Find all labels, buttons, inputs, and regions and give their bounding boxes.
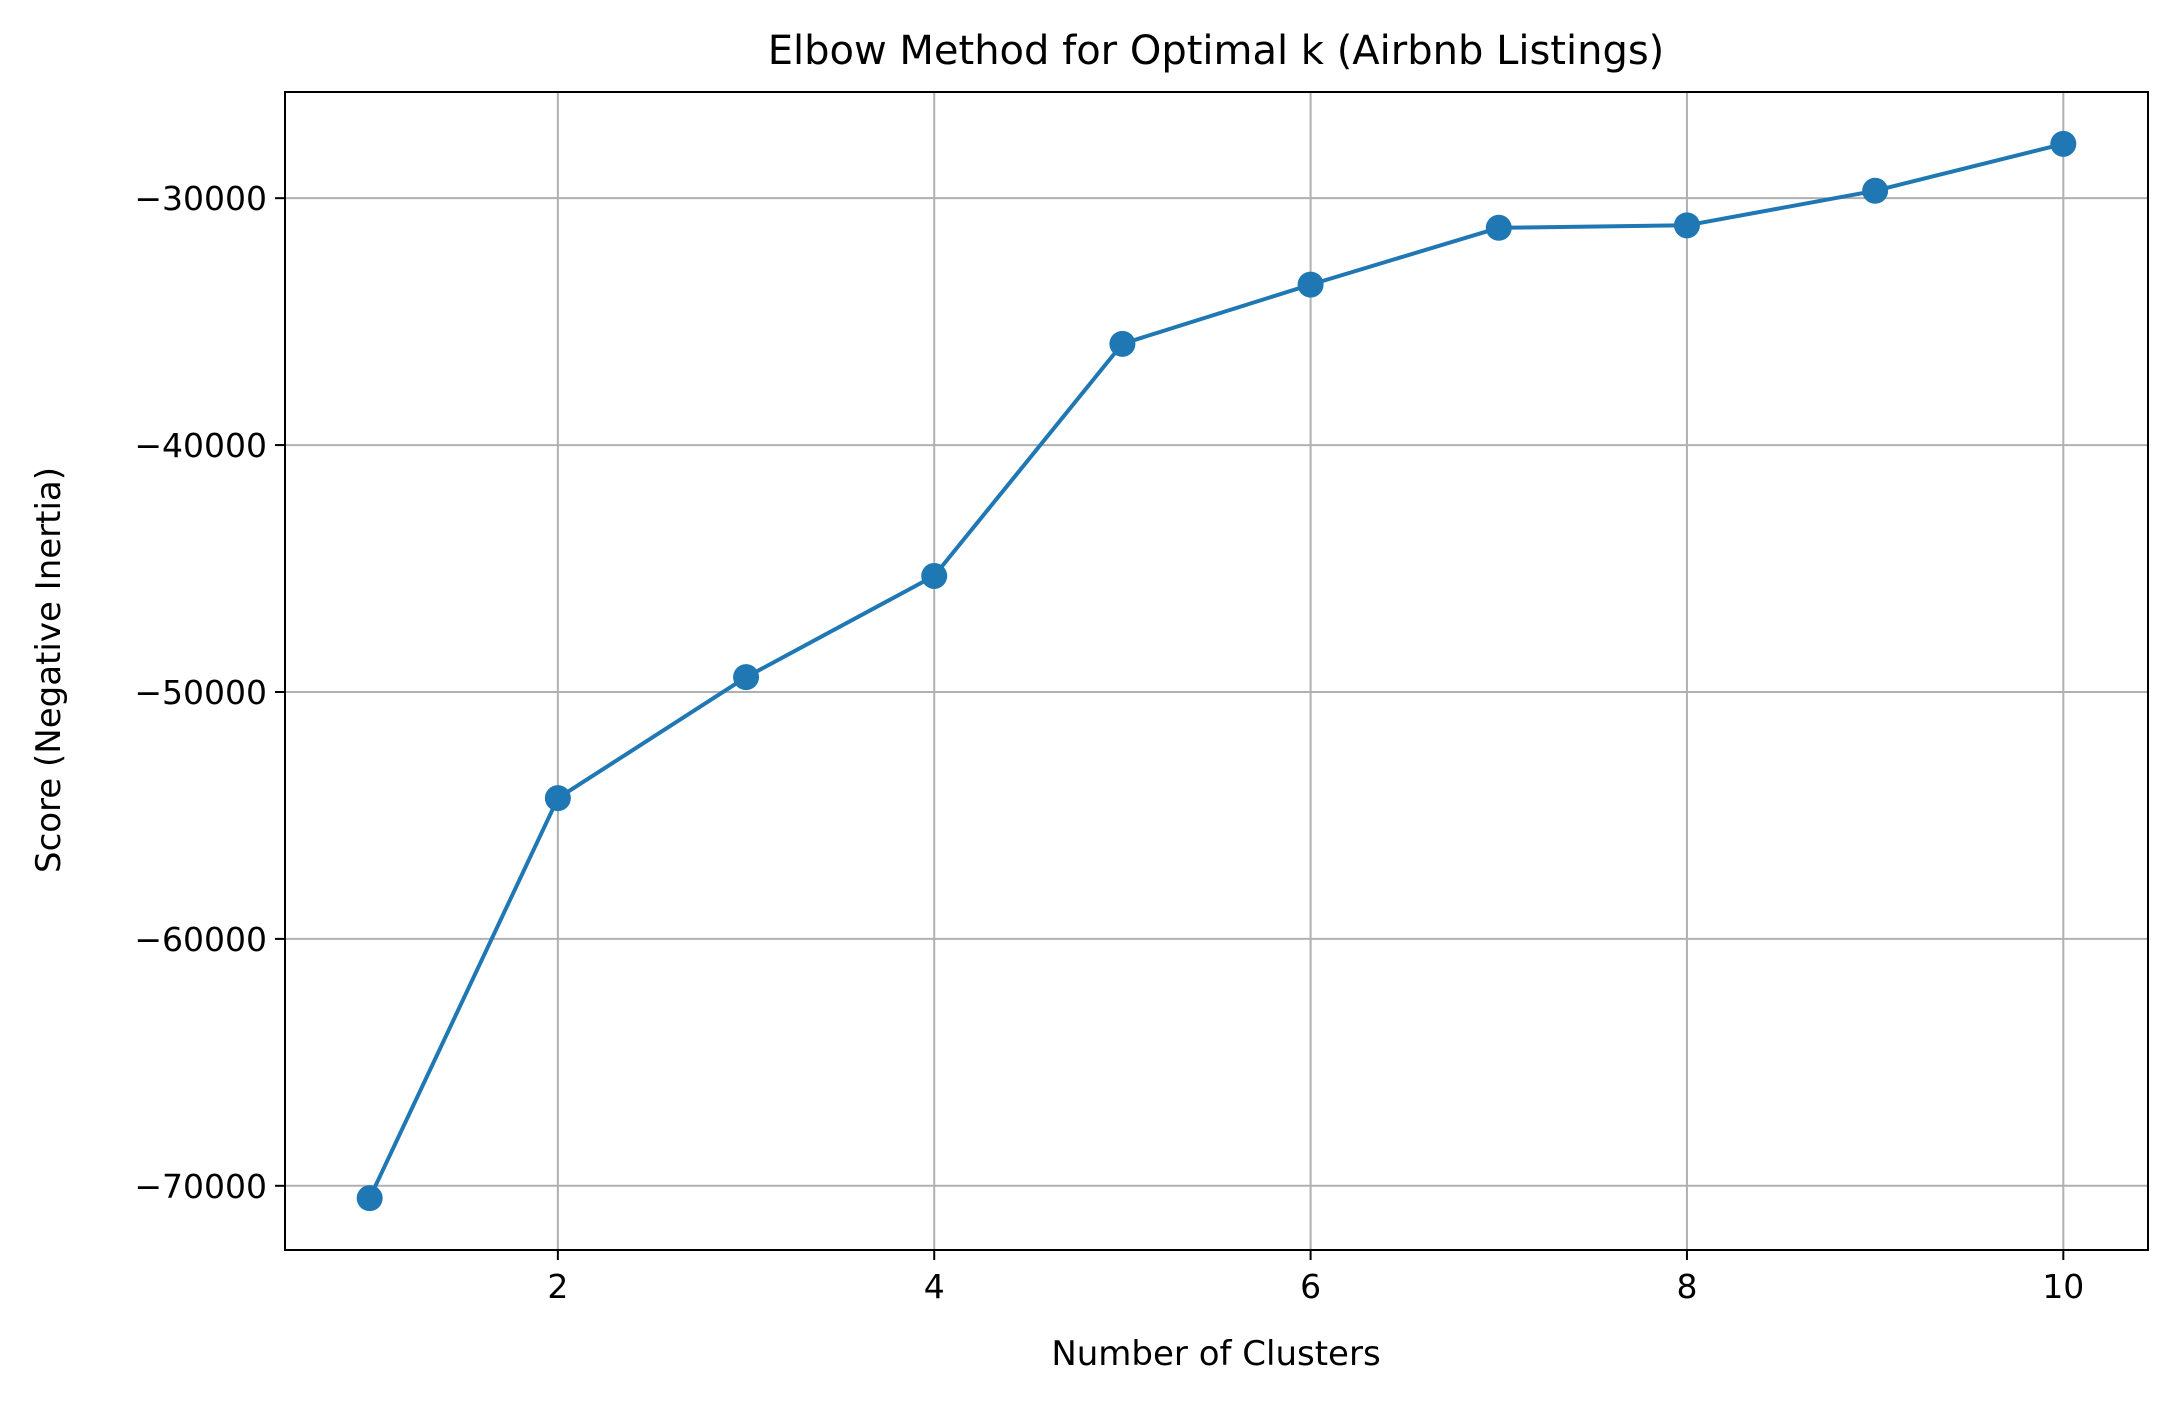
x-tick-label: 2 (547, 1267, 568, 1306)
x-tick-label: 10 (2042, 1267, 2084, 1306)
data-point (1109, 331, 1135, 357)
x-tick-label: 6 (1300, 1267, 1321, 1306)
y-tick-label: −60000 (134, 920, 267, 959)
y-tick-label: −50000 (134, 673, 267, 712)
chart-title: Elbow Method for Optimal k (Airbnb Listi… (768, 28, 1665, 74)
y-axis-label: Score (Negative Inertia) (29, 467, 69, 873)
data-point (1298, 272, 1324, 298)
data-point (1862, 178, 1888, 204)
data-point (545, 785, 571, 811)
x-tick-label: 8 (1676, 1267, 1697, 1306)
y-tick-label: −30000 (134, 179, 267, 218)
x-tick-label: 4 (924, 1267, 945, 1306)
data-point (2050, 131, 2076, 157)
y-tick-label: −70000 (134, 1167, 267, 1206)
data-point (357, 1185, 383, 1211)
y-tick-label: −40000 (134, 426, 267, 465)
x-axis-label: Number of Clusters (1051, 1334, 1380, 1374)
data-point (1674, 212, 1700, 238)
data-point (733, 664, 759, 690)
data-point (921, 563, 947, 589)
data-point (1486, 215, 1512, 241)
